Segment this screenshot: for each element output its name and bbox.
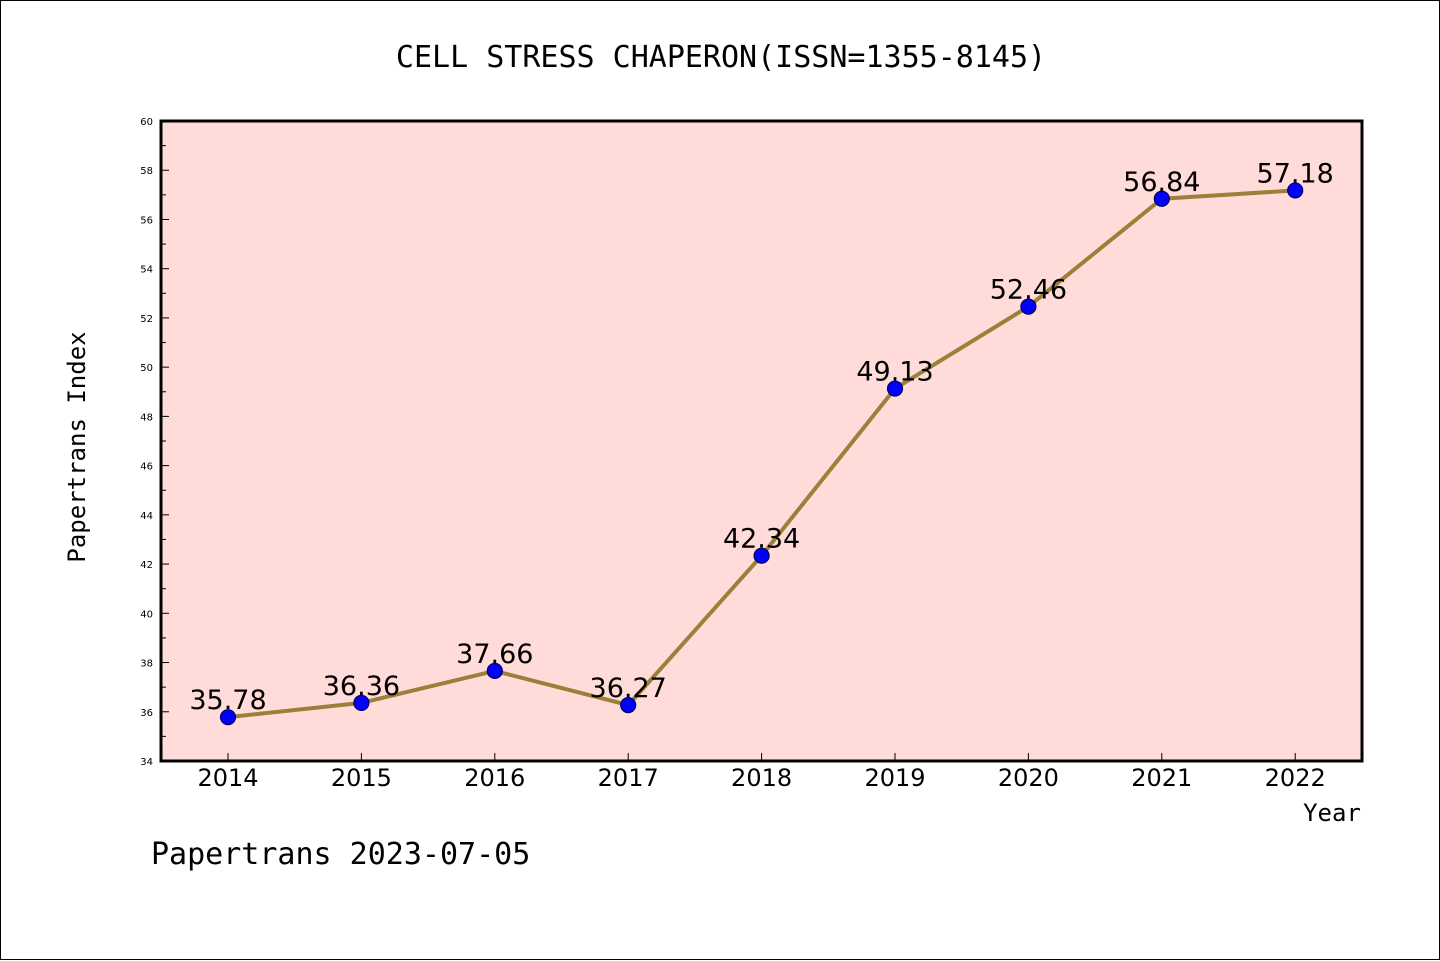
data-point (620, 697, 637, 714)
y-tick-label: 38 (140, 659, 153, 670)
data-point (353, 694, 370, 712)
y-tick-label: 34 (140, 757, 153, 768)
data-label: 52.46 (990, 275, 1067, 306)
data-label: 57.18 (1257, 158, 1334, 189)
x-tick-label: 2014 (197, 764, 258, 792)
data-label: 42.34 (723, 524, 800, 555)
data-point (1153, 190, 1170, 207)
x-tick-label: 2022 (1265, 764, 1326, 792)
y-tick-label: 60 (140, 117, 153, 128)
x-tick-label: 2020 (998, 764, 1059, 792)
x-tick-label: 2017 (598, 764, 659, 792)
plot-frame (159, 119, 1364, 763)
data-label: 56.84 (1123, 167, 1200, 198)
x-tick-label: 2019 (864, 764, 925, 792)
data-label: 49.13 (856, 357, 933, 388)
y-tick-label: 44 (140, 511, 153, 522)
y-tick-label: 36 (140, 708, 153, 719)
y-tick-label: 40 (140, 609, 153, 620)
chart-title: CELL STRESS CHAPERON(ISSN=1355-8145) (396, 40, 1046, 75)
data-point (486, 662, 503, 680)
data-markers (219, 182, 1304, 726)
y-tick-label: 52 (140, 314, 153, 325)
x-tick-label: 2018 (731, 764, 792, 792)
y-axis-label: Papertrans Index (63, 331, 91, 562)
x-tick-label: 2015 (331, 764, 392, 792)
data-point (1287, 182, 1304, 199)
y-tick-label: 48 (140, 412, 153, 423)
x-tick-label: 2021 (1131, 764, 1192, 792)
y-tick-label: 42 (140, 560, 153, 571)
y-tick-label: 58 (140, 166, 153, 177)
data-label: 36.36 (323, 671, 400, 702)
y-tick-label: 56 (140, 215, 153, 226)
footer-credit: Papertrans 2023-07-05 (151, 837, 530, 872)
y-tick-label: 46 (140, 462, 153, 473)
data-label: 36.27 (590, 673, 667, 704)
x-axis: 2014 2015 2016 2017 2018 2019 2020 2021 2022 (197, 753, 1326, 792)
y-tick-label: 54 (140, 265, 153, 276)
x-tick-label: 2016 (464, 764, 525, 792)
data-label: 35.78 (189, 685, 266, 716)
data-labels: 35.78 36.36 37.66 36.27 42.34 49.13 52.46 56.84… (189, 158, 1333, 716)
data-point (219, 709, 237, 726)
data-point (886, 380, 904, 397)
y-axis: 34 36 38 40 42 44 46 48 50 52 54 56 58 60 (140, 117, 169, 768)
plot-area (161, 121, 1362, 761)
data-label: 37.66 (456, 639, 533, 670)
x-axis-label: Year (1303, 799, 1361, 827)
y-tick-label: 50 (140, 363, 153, 374)
data-point (753, 547, 770, 564)
data-point (1020, 298, 1037, 315)
